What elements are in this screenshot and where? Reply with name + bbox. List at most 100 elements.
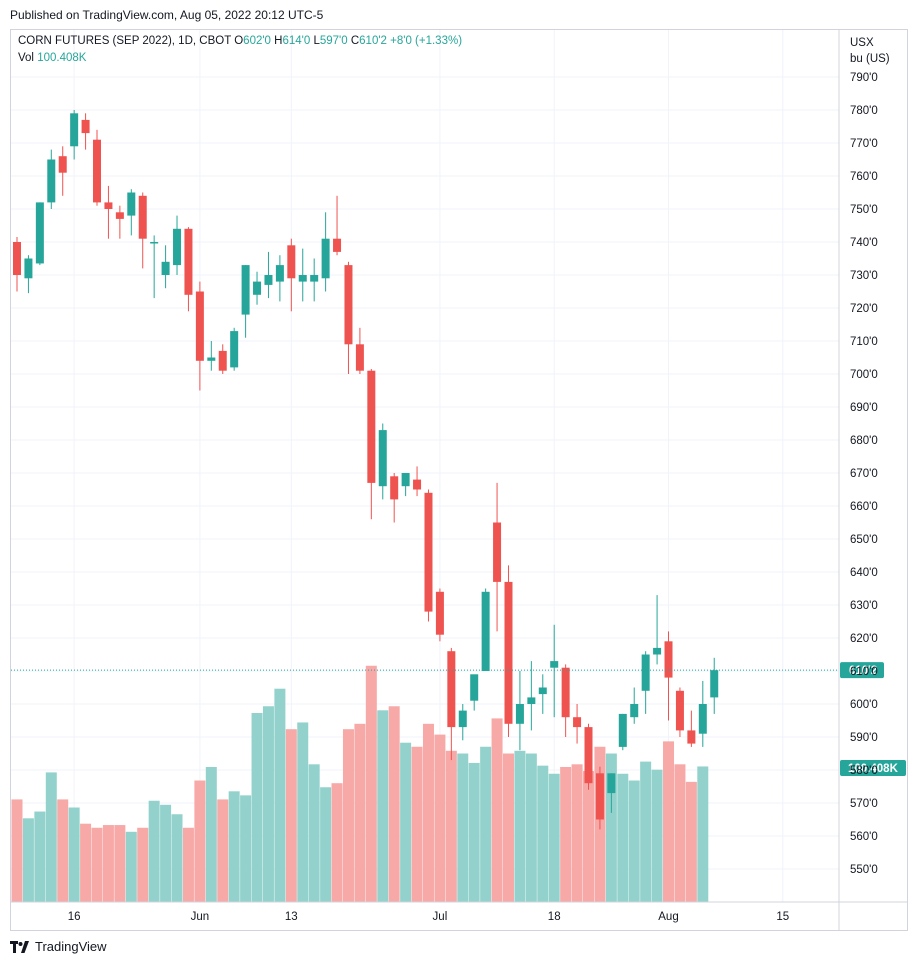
volume-bar	[125, 831, 137, 902]
candle-body	[333, 238, 342, 252]
volume-bar	[617, 773, 629, 902]
volume-bar	[171, 814, 183, 902]
volume-value: 100.408K	[37, 52, 87, 64]
volume-bar	[434, 734, 446, 902]
candle-body	[127, 192, 136, 216]
candle	[310, 258, 319, 302]
candle-body	[641, 654, 650, 691]
price-tick-label: 690'0	[850, 402, 878, 414]
low-label: L	[313, 35, 320, 47]
price-tick-label: 620'0	[850, 633, 878, 645]
volume-bar	[674, 764, 686, 902]
candle	[675, 687, 684, 737]
last-price-label: 610'2	[849, 665, 877, 677]
footer: TradingView	[10, 939, 107, 954]
candle	[481, 588, 490, 671]
volume-bar	[148, 800, 160, 902]
candle	[58, 146, 67, 196]
volume-bar	[640, 761, 652, 902]
candle-body	[184, 228, 193, 295]
price-tick-label: 770'0	[850, 138, 878, 150]
open-value: 602'0	[243, 35, 271, 47]
volume-bar	[457, 753, 469, 902]
volume-bar	[22, 818, 34, 902]
candle-body	[47, 159, 56, 203]
last-volume-label: 100.408K	[848, 763, 899, 775]
unit-label: bu (US)	[850, 53, 890, 65]
volume-bar	[411, 746, 423, 902]
open-label: O	[234, 35, 244, 47]
candle-body	[698, 704, 707, 734]
candle	[35, 202, 44, 266]
volume-bar	[697, 766, 709, 902]
candle	[173, 215, 182, 275]
volume-bar	[68, 807, 80, 902]
volume-bar	[320, 787, 332, 902]
candle	[641, 651, 650, 714]
candle	[93, 129, 102, 206]
candle	[413, 466, 422, 497]
volume-bar	[400, 742, 412, 902]
candle-body	[401, 473, 410, 487]
volume-bar	[194, 780, 206, 902]
candle	[287, 238, 296, 312]
candle-body	[344, 265, 353, 345]
volume-bar	[480, 746, 492, 902]
chart-frame[interactable]	[10, 29, 908, 931]
volume-bar	[285, 729, 297, 902]
candle	[618, 713, 627, 751]
volume-bar	[91, 827, 103, 902]
candle	[275, 255, 284, 302]
low-value: 597'0	[319, 35, 348, 47]
candle-body	[207, 357, 216, 361]
price-tick-label: 680'0	[850, 435, 878, 447]
time-tick-label: 13	[285, 911, 298, 923]
candle-body	[230, 331, 239, 368]
volume-bar	[102, 825, 114, 902]
candle-body	[550, 661, 559, 668]
candle	[184, 227, 193, 312]
price-tick-label: 640'0	[850, 567, 878, 579]
price-tick-label: 740'0	[850, 237, 878, 249]
candle	[378, 423, 387, 500]
volume-bar	[251, 713, 263, 902]
candle	[241, 265, 250, 338]
price-tick-label: 600'0	[850, 699, 878, 711]
price-tick-label: 570'0	[850, 798, 878, 810]
candle-body	[173, 228, 182, 266]
candle-body	[538, 687, 547, 695]
volume-bar	[468, 762, 480, 902]
volume-legend: Vol 100.408K	[18, 52, 86, 64]
candle-body	[321, 238, 330, 279]
volume-bar	[560, 767, 572, 902]
candle	[355, 327, 364, 374]
volume-bar	[605, 753, 617, 902]
volume-bar	[342, 729, 354, 902]
candle-body	[573, 717, 582, 728]
candle-body	[253, 281, 262, 295]
candle-body	[58, 156, 67, 173]
candles	[13, 110, 719, 830]
candle-body	[470, 674, 479, 701]
tradingview-logo-icon	[10, 940, 29, 953]
candle	[550, 624, 559, 718]
candle-body	[618, 713, 627, 747]
candle	[493, 482, 502, 632]
candle-body	[35, 202, 44, 264]
candle	[115, 205, 124, 239]
candle-body	[653, 647, 662, 655]
candle	[470, 674, 479, 711]
volume-bar	[228, 791, 240, 902]
candle-body	[195, 291, 204, 361]
volume-bar	[240, 795, 252, 902]
candle	[264, 251, 273, 299]
volume-bar	[628, 780, 640, 902]
candle	[538, 674, 547, 714]
last-price-marker: 610'2 100.408K	[11, 662, 906, 776]
candle-body	[584, 727, 593, 784]
candle	[230, 327, 239, 371]
candle	[515, 671, 524, 751]
candle-body	[527, 697, 536, 704]
volume-bar	[297, 722, 309, 902]
